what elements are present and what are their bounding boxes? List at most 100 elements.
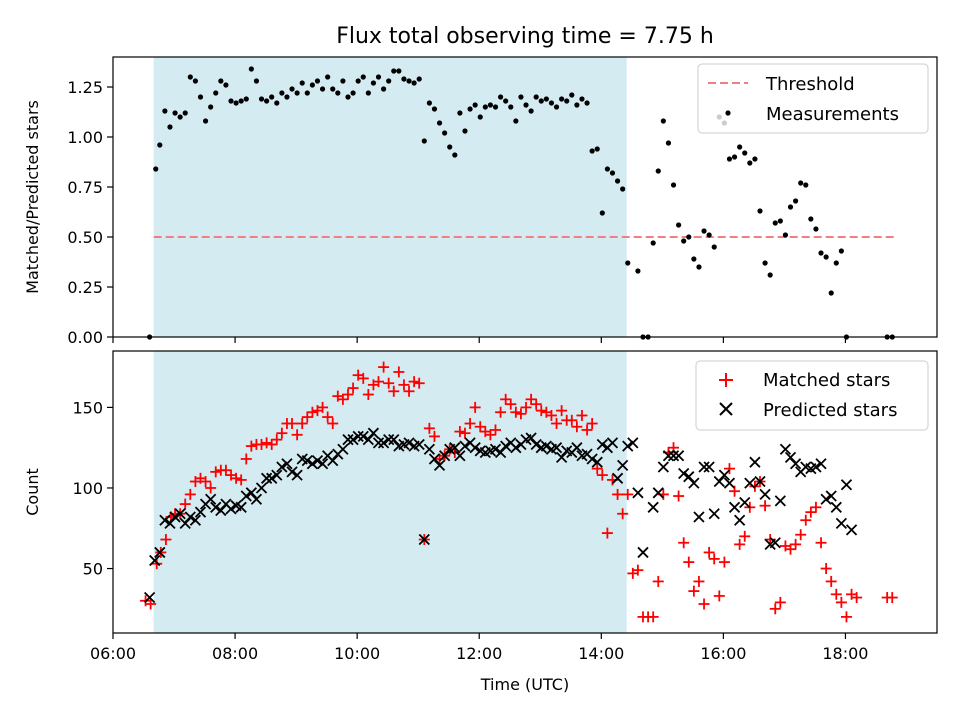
matched-star-point [474, 421, 486, 433]
measurement-point [543, 96, 549, 102]
measurement-point [706, 232, 712, 238]
matched-star-point [800, 514, 812, 526]
measurement-point [391, 68, 397, 74]
predicted-star-point [606, 437, 619, 449]
measurement-point [426, 100, 432, 106]
predicted-star-point [449, 442, 461, 454]
predicted-star-point [555, 451, 568, 463]
matched-star-point [551, 418, 563, 430]
predicted-star-point [510, 442, 522, 454]
matched-star-point [723, 463, 735, 475]
measurement-point [319, 86, 326, 92]
predicted-star-point [184, 511, 196, 523]
measurement-point [752, 156, 758, 162]
matched-star-point [459, 427, 471, 439]
matched-star-point [200, 476, 212, 488]
predicted-star-point [235, 501, 247, 513]
predicted-star-point [154, 546, 166, 559]
measurement-point [681, 238, 687, 244]
measurement-point [726, 156, 733, 162]
matched-star-point [464, 418, 476, 430]
matched-star-point [495, 406, 507, 418]
measurement-point [243, 96, 249, 102]
matched-star-point [179, 498, 191, 510]
predicted-star-point [459, 440, 471, 452]
measurement-point [559, 96, 565, 102]
measurement-point [528, 108, 534, 114]
predicted-star-point [632, 487, 644, 499]
legend-measurements-label: Measurements [766, 104, 899, 125]
matched-star-point [734, 538, 746, 550]
measurement-point [737, 144, 743, 150]
matched-star-point [160, 534, 172, 546]
legend-threshold-label: Threshold [765, 74, 855, 95]
matched-star-point [388, 385, 400, 397]
predicted-star-point [291, 469, 303, 481]
measurement-point [365, 90, 371, 96]
predicted-star-point [159, 514, 171, 526]
matched-star-point [820, 563, 832, 575]
measurement-point [238, 98, 244, 104]
matched-star-point [673, 490, 685, 502]
measurement-point [248, 66, 254, 72]
matched-star-point [347, 382, 359, 394]
predicted-star-point [550, 442, 563, 454]
matched-star-point [835, 596, 847, 608]
matched-star-point [713, 590, 725, 602]
y-tick-label: 0.00 [67, 328, 103, 347]
matched-star-point [505, 398, 517, 410]
predicted-star-point [596, 438, 608, 451]
matched-star-point [851, 592, 863, 604]
predicted-star-point [164, 517, 176, 530]
measurement-point [477, 114, 483, 120]
bottom-y-axis-label: Count [23, 468, 42, 516]
predicted-star-point [525, 432, 537, 444]
measurement-point [289, 86, 295, 92]
predicted-star-point [377, 437, 390, 449]
measurement-point [599, 210, 605, 216]
measurement-point [492, 104, 499, 110]
measurement-point [747, 160, 753, 166]
predicted-star-point [433, 459, 446, 472]
matched-star-point [739, 530, 751, 542]
predicted-star-point [271, 469, 283, 481]
measurement-point [360, 74, 366, 80]
predicted-star-point [774, 495, 786, 507]
predicted-star-point [205, 493, 217, 505]
predicted-star-point [622, 440, 634, 452]
matched-star-point [708, 553, 720, 565]
predicted-star-point [383, 433, 395, 446]
matched-star-point [652, 575, 664, 587]
matched-star-point [413, 377, 425, 389]
matched-star-point [245, 440, 257, 452]
predicted-star-point [703, 461, 715, 473]
matched-star-point [210, 466, 222, 478]
measurement-point [635, 268, 641, 274]
matched-star-point [795, 529, 807, 541]
measurement-point [253, 78, 260, 84]
matched-star-point [622, 488, 634, 500]
measurement-point [823, 254, 829, 260]
matched-star-point [774, 596, 786, 608]
measurement-point [482, 104, 488, 110]
measurement-point [447, 144, 453, 150]
measurement-point [299, 80, 305, 86]
predicted-star-point [845, 524, 858, 536]
matched-star-point [230, 472, 242, 484]
legend-predicted-label: Predicted stars [763, 400, 897, 421]
measurement-point [411, 80, 417, 86]
bottom-x-ticks: 06:00 08:00 10:00 12:00 14:00 16:00 18:00 [90, 633, 868, 663]
predicted-star-point [647, 501, 659, 513]
matched-star-point [805, 506, 817, 518]
measurement-point [803, 182, 809, 188]
matched-star-point [581, 424, 593, 436]
measurement-point [508, 104, 514, 110]
matched-star-point [271, 434, 283, 446]
measurement-point [258, 96, 265, 102]
measurement-point [625, 260, 631, 266]
matched-star-point [454, 426, 466, 438]
predicted-star-point [489, 443, 502, 455]
predicted-star-point [810, 461, 822, 473]
measurement-point [813, 226, 819, 232]
measurement-point [223, 82, 229, 88]
